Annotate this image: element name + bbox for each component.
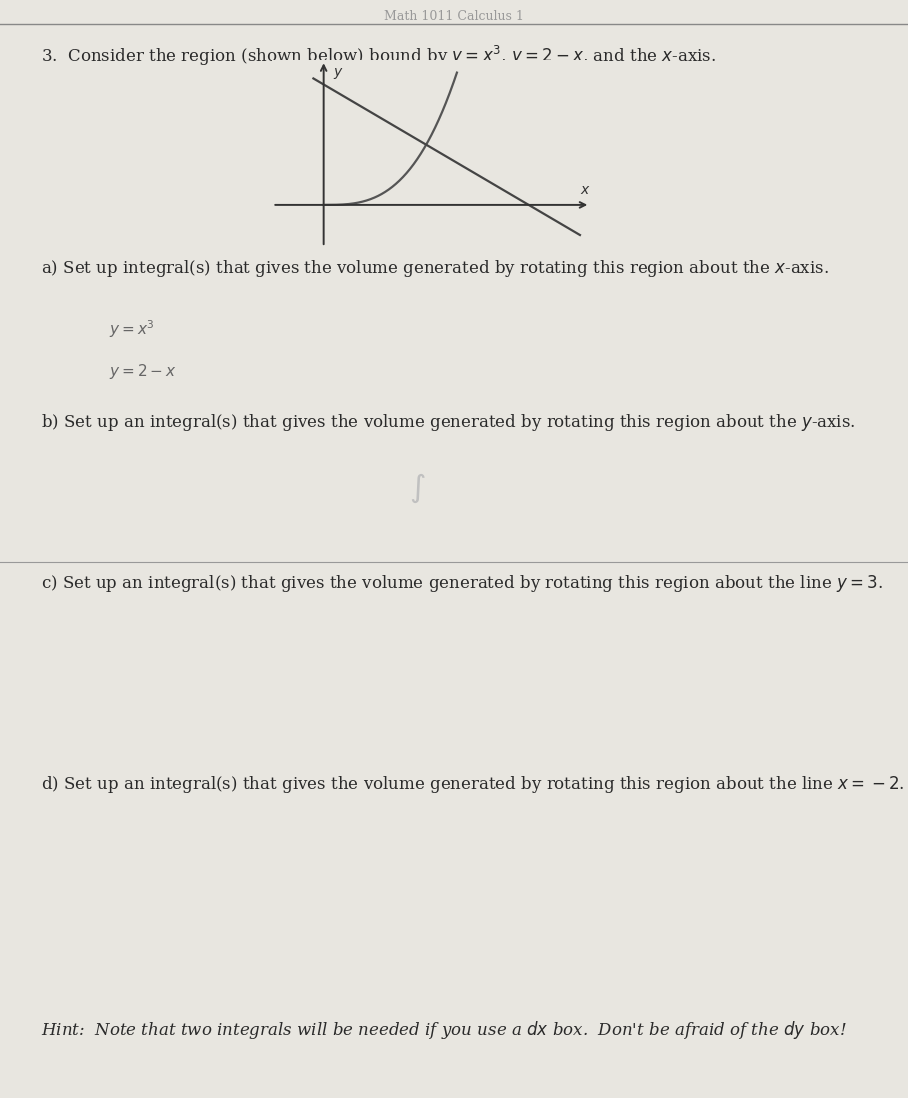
Text: $y$: $y$ bbox=[333, 66, 343, 81]
Text: $\int$: $\int$ bbox=[410, 472, 426, 505]
Text: $x$: $x$ bbox=[579, 183, 590, 197]
Text: 3.  Consider the region (shown below) bound by $y = x^3$, $y = 2-x$, and the $x$: 3. Consider the region (shown below) bou… bbox=[41, 44, 716, 68]
Text: c) Set up an integral(s) that gives the volume generated by rotating this region: c) Set up an integral(s) that gives the … bbox=[41, 573, 883, 594]
Text: Hint:  Note that two integrals will be needed if you use a $dx$ box.  Don't be a: Hint: Note that two integrals will be ne… bbox=[41, 1019, 846, 1041]
Text: d) Set up an integral(s) that gives the volume generated by rotating this region: d) Set up an integral(s) that gives the … bbox=[41, 774, 904, 795]
Text: a) Set up integral(s) that gives the volume generated by rotating this region ab: a) Set up integral(s) that gives the vol… bbox=[41, 258, 829, 279]
Text: $y = 2 - x$: $y = 2 - x$ bbox=[109, 362, 177, 381]
Text: Math 1011 Calculus 1: Math 1011 Calculus 1 bbox=[384, 10, 524, 23]
Text: $y = x^3$: $y = x^3$ bbox=[109, 318, 154, 340]
Text: b) Set up an integral(s) that gives the volume generated by rotating this region: b) Set up an integral(s) that gives the … bbox=[41, 412, 855, 433]
